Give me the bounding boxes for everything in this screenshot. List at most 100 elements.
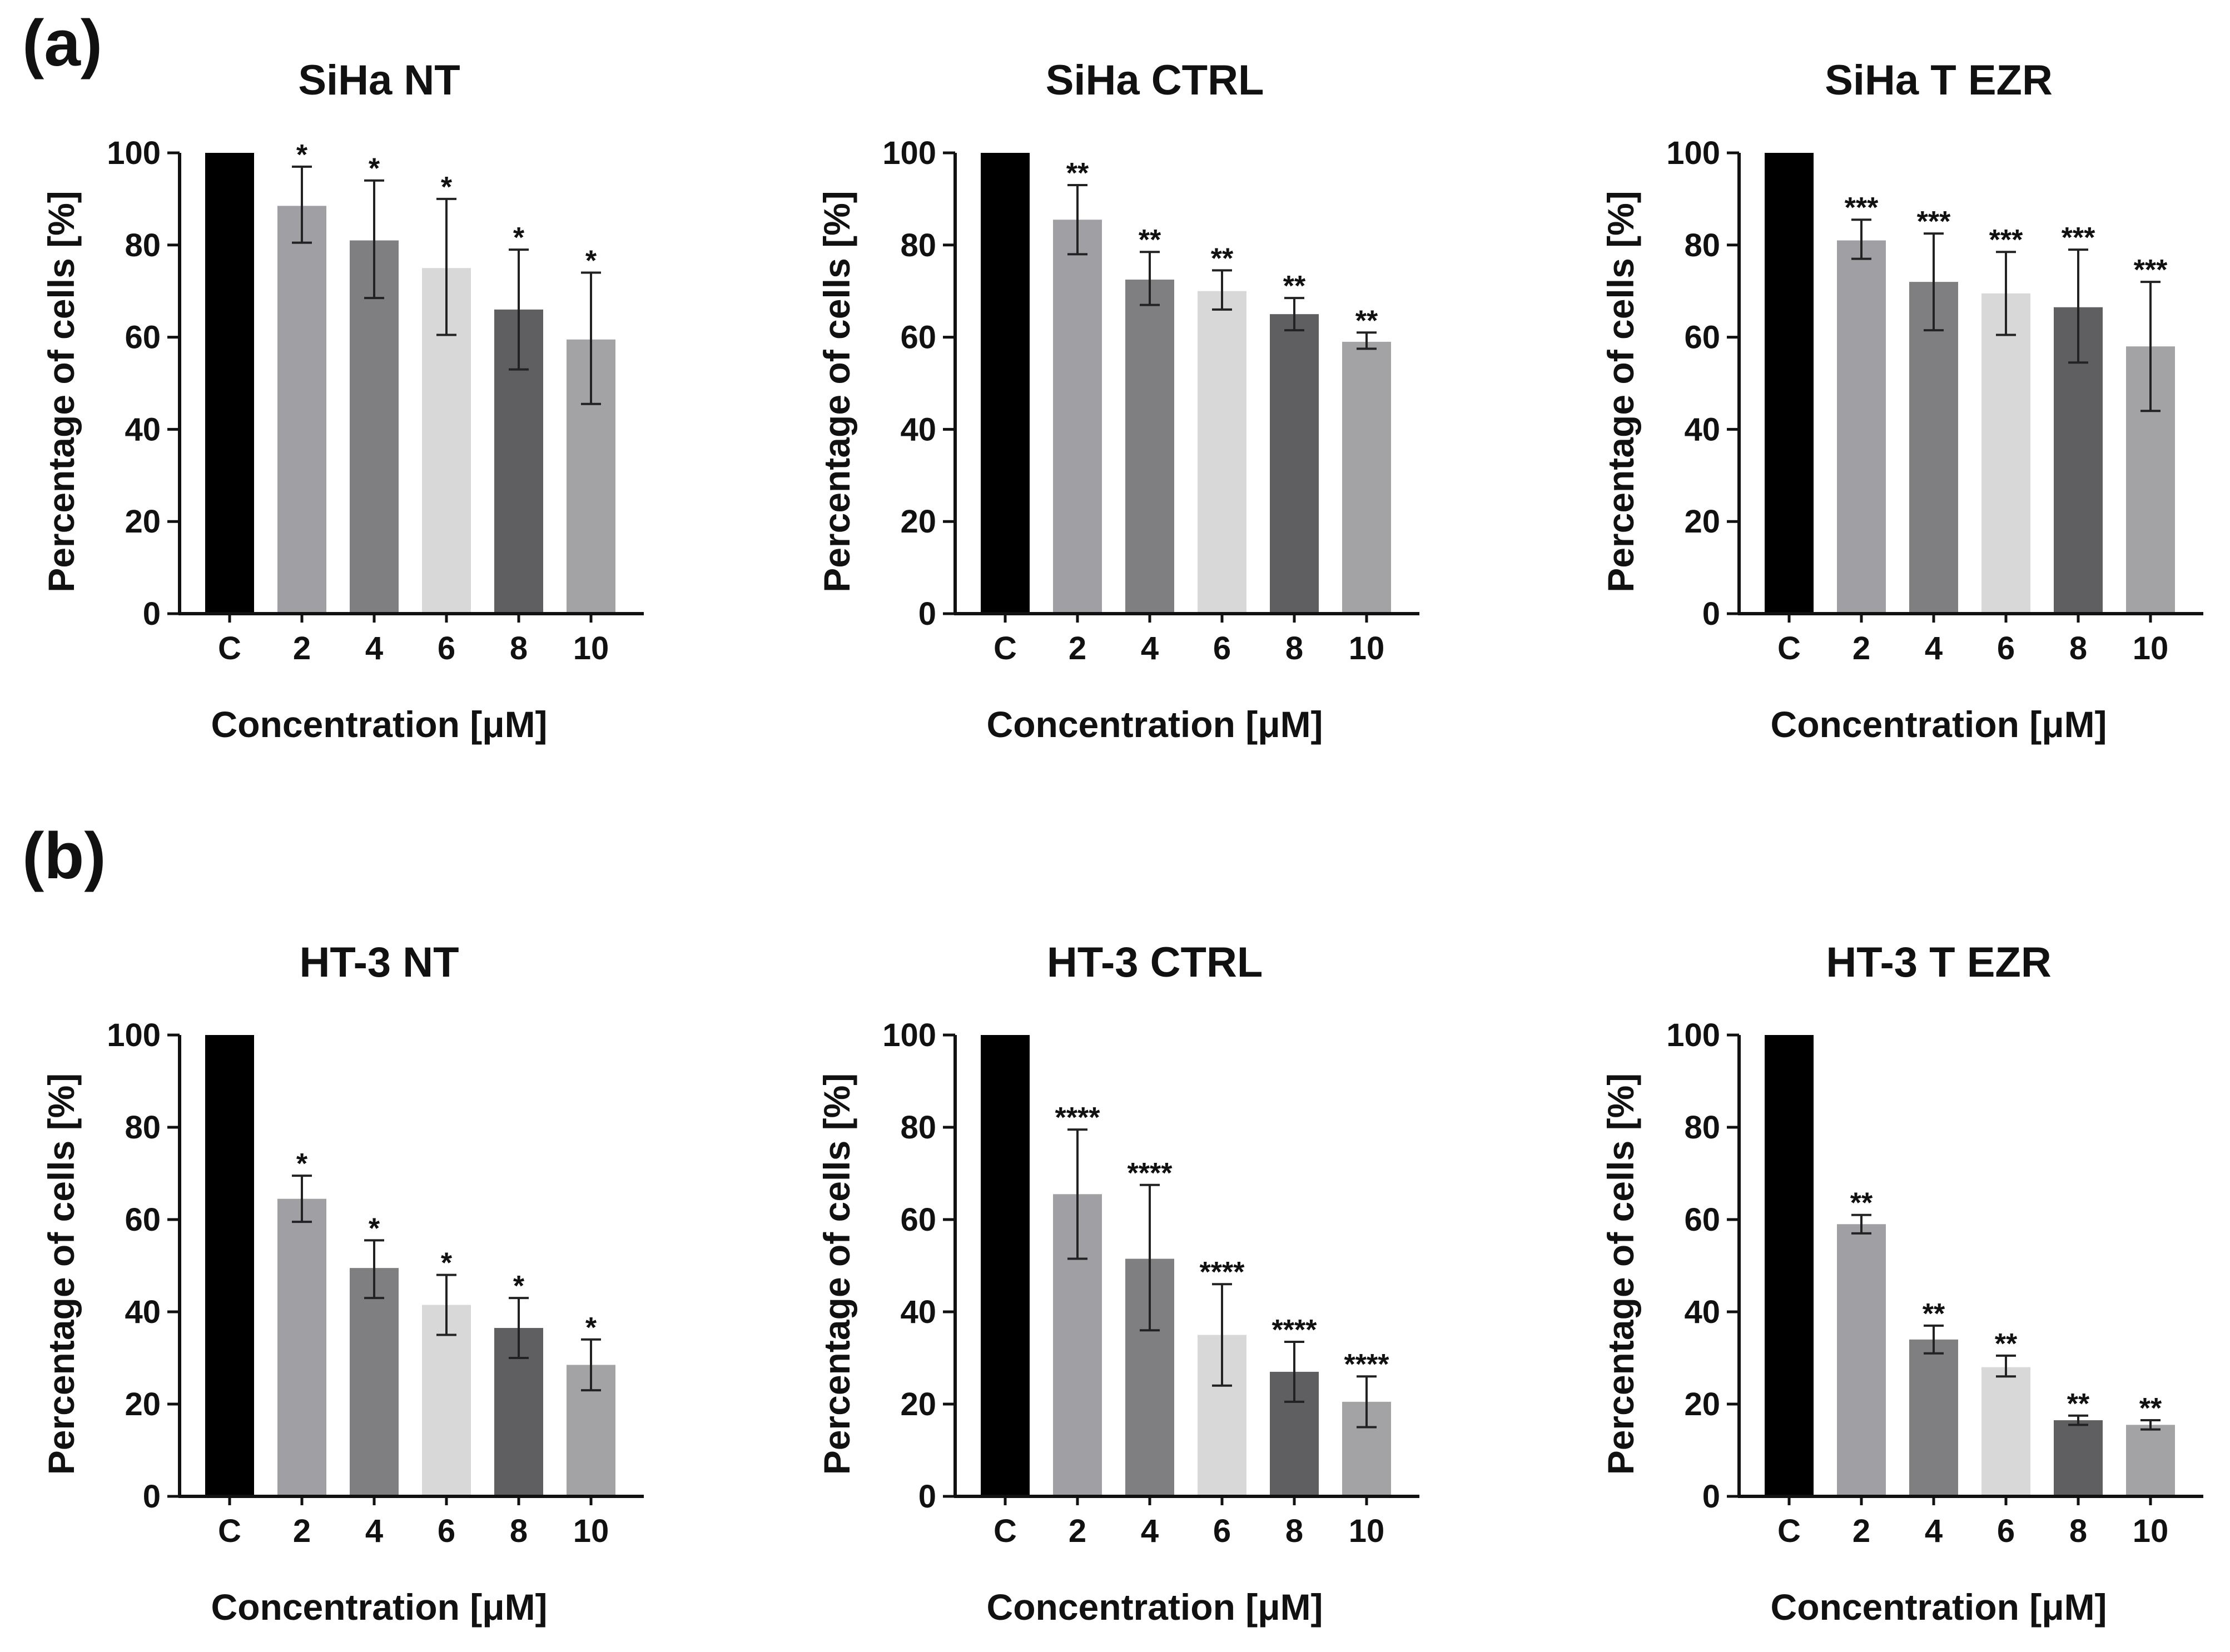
panel-label-b: (b) xyxy=(22,819,106,893)
x-tick-label: 4 xyxy=(365,1513,383,1549)
x-tick-label: 10 xyxy=(2133,1513,2169,1549)
significance-mark: * xyxy=(296,1148,308,1180)
y-tick-label: 100 xyxy=(882,135,936,171)
significance-mark: **** xyxy=(1200,1256,1245,1288)
x-tick-label: 8 xyxy=(2069,630,2087,666)
error-bar xyxy=(436,197,456,336)
y-tick-label: 20 xyxy=(1684,1386,1720,1422)
y-tick-label: 100 xyxy=(107,135,161,171)
y-tick-label: 100 xyxy=(882,1017,936,1053)
y-tick-label: 100 xyxy=(1666,1017,1720,1053)
significance-mark: ** xyxy=(2067,1388,2090,1420)
error-bar xyxy=(292,165,312,244)
bar-control xyxy=(981,153,1030,614)
bar-2 xyxy=(1837,240,1886,614)
chart-6: HT-3 T EZRC**2**4**6**8**10020406080100C… xyxy=(1600,939,2203,1628)
x-axis-title: Concentration [μM] xyxy=(211,1586,548,1628)
x-tick-label: C xyxy=(218,1513,241,1549)
y-tick-label: 0 xyxy=(143,1479,161,1515)
chart-title: HT-3 T EZR xyxy=(1826,939,2051,986)
bar-4 xyxy=(1909,1339,1958,1496)
significance-mark: **** xyxy=(1272,1314,1318,1346)
x-tick-label: 10 xyxy=(2133,630,2169,666)
chart-title: SiHa T EZR xyxy=(1825,57,2053,104)
bar-4 xyxy=(1125,279,1174,614)
x-tick-label: 4 xyxy=(1925,630,1943,666)
x-tick-label: C xyxy=(994,1513,1017,1549)
bar-6 xyxy=(1981,1367,2030,1496)
x-tick-label: 2 xyxy=(293,1513,311,1549)
x-tick-label: 4 xyxy=(1925,1513,1943,1549)
error-bar xyxy=(2140,1419,2161,1431)
x-tick-label: C xyxy=(1777,1513,1801,1549)
significance-mark: ** xyxy=(1923,1298,1945,1330)
bar-8 xyxy=(1270,314,1319,614)
error-bar xyxy=(1357,1375,1377,1429)
y-tick-label: 80 xyxy=(125,227,161,263)
significance-mark: *** xyxy=(1989,224,2023,256)
significance-mark: * xyxy=(441,171,453,203)
x-tick-label: 6 xyxy=(1213,630,1231,666)
significance-mark: * xyxy=(585,245,597,277)
panel-label-a: (a) xyxy=(22,7,102,80)
error-bar xyxy=(1067,1128,1087,1260)
y-axis-title: Percentage of cells [%] xyxy=(816,1073,857,1475)
bar-6 xyxy=(1981,293,2030,614)
error-bar xyxy=(1212,1283,1232,1387)
bar-2 xyxy=(277,1198,326,1496)
error-bar xyxy=(1067,184,1087,256)
x-tick-label: 2 xyxy=(1852,630,1870,666)
error-bar xyxy=(364,1239,384,1300)
y-tick-label: 20 xyxy=(125,504,161,540)
y-axis-title: Percentage of cells [%] xyxy=(1600,191,1641,593)
error-bar xyxy=(581,271,601,405)
x-tick-label: 6 xyxy=(1213,1513,1231,1549)
bar-8 xyxy=(2054,1420,2103,1496)
bar-10 xyxy=(2126,1425,2175,1496)
significance-mark: **** xyxy=(1344,1349,1390,1381)
significance-mark: ** xyxy=(1139,224,1161,256)
bar-4 xyxy=(1909,282,1958,614)
significance-mark: *** xyxy=(2134,254,2168,286)
chart-title: HT-3 CTRL xyxy=(1047,939,1263,986)
chart-2: SiHa CTRLC**2**4**6**8**10020406080100Co… xyxy=(816,57,1419,745)
y-tick-label: 100 xyxy=(107,1017,161,1053)
error-bar xyxy=(509,248,529,371)
y-tick-label: 20 xyxy=(125,1386,161,1422)
x-tick-label: 10 xyxy=(573,1513,609,1549)
bar-control xyxy=(205,153,254,614)
bar-2 xyxy=(277,206,326,614)
bar-control xyxy=(1765,1035,1814,1496)
y-tick-label: 20 xyxy=(900,1386,936,1422)
error-bar xyxy=(1357,331,1377,350)
significance-mark: ** xyxy=(1355,305,1378,337)
error-bar xyxy=(1284,297,1304,332)
error-bar xyxy=(2068,248,2088,364)
error-bar xyxy=(1996,1354,2016,1378)
error-bar xyxy=(509,1297,529,1359)
x-tick-label: 6 xyxy=(1997,1513,2015,1549)
significance-mark: ** xyxy=(1283,270,1306,302)
y-tick-label: 20 xyxy=(1684,504,1720,540)
significance-mark: ** xyxy=(1211,242,1234,275)
x-tick-label: 4 xyxy=(365,630,383,666)
y-axis-title: Percentage of cells [%] xyxy=(41,191,82,593)
error-bar xyxy=(292,1175,312,1223)
error-bar xyxy=(436,1273,456,1336)
y-tick-label: 60 xyxy=(900,320,936,356)
x-tick-label: 2 xyxy=(293,630,311,666)
charts-container: SiHa NTC*2*4*6*8*10020406080100Concentra… xyxy=(41,57,2203,1628)
y-tick-label: 40 xyxy=(900,1294,936,1330)
chart-4: HT-3 NTC*2*4*6*8*10020406080100Concentra… xyxy=(41,939,644,1628)
error-bar xyxy=(1851,1213,1871,1235)
y-tick-label: 60 xyxy=(125,1202,161,1238)
significance-mark: * xyxy=(513,222,525,254)
significance-mark: *** xyxy=(1845,192,1879,224)
y-tick-label: 60 xyxy=(900,1202,936,1238)
error-bar xyxy=(581,1338,601,1392)
bar-6 xyxy=(422,1305,471,1496)
x-axis-title: Concentration [μM] xyxy=(987,704,1323,745)
y-tick-label: 0 xyxy=(1702,1479,1720,1515)
significance-mark: * xyxy=(441,1247,453,1280)
